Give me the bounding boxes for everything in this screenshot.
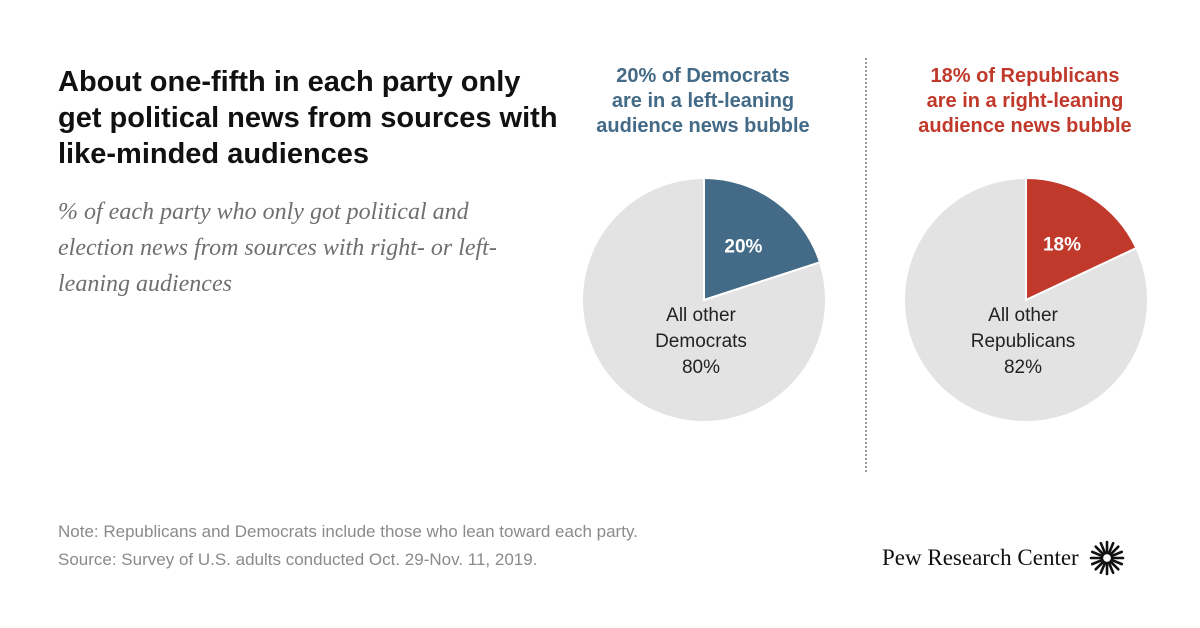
note-text: Note: Republicans and Democrats include … xyxy=(58,522,638,541)
chart-title: About one-fifth in each party only get p… xyxy=(58,66,558,170)
pie-label-line: All other xyxy=(666,305,736,326)
pie-label-line: 80% xyxy=(682,357,720,378)
heading-line: 20% of Democrats xyxy=(616,65,790,87)
pie-label-line: All other xyxy=(988,305,1058,326)
pew-logo: Pew Research Center xyxy=(882,540,1125,576)
pie-slice-label-bubble: 18% xyxy=(1043,234,1081,255)
republicans-pie-heading: 18% of Republicans are in a right-leanin… xyxy=(875,64,1175,139)
dotted-divider xyxy=(865,58,867,472)
chart-subtitle: % of each party who only got political a… xyxy=(58,199,497,297)
pie-slice-label-other: All other Democrats 80% xyxy=(655,305,747,378)
pie-slice-label-bubble: 20% xyxy=(724,237,762,258)
pie-slice-label-other: All other Republicans 82% xyxy=(971,305,1076,378)
heading-line: are in a right-leaning xyxy=(926,90,1124,112)
pie-slice-other xyxy=(581,176,827,423)
republicans-pie-chart: 18% All other Republicans 82% xyxy=(903,176,1149,423)
heading-line: audience news bubble xyxy=(918,115,1132,137)
sunburst-icon xyxy=(1089,540,1125,576)
democrats-pie-heading: 20% of Democrats are in a left-leaning a… xyxy=(553,64,853,139)
heading-line: audience news bubble xyxy=(596,115,810,137)
logo-text: Pew Research Center xyxy=(882,545,1079,570)
source-text: Source: Survey of U.S. adults conducted … xyxy=(58,550,538,569)
heading-line: 18% of Republicans xyxy=(930,65,1120,87)
democrats-pie-chart: 20% All other Democrats 80% xyxy=(581,176,827,423)
footnote: Note: Republicans and Democrats include … xyxy=(58,518,638,574)
pie-slice-bubble xyxy=(703,176,822,302)
pie-label-line: Republicans xyxy=(971,331,1076,352)
pie-label-line: 82% xyxy=(1004,357,1042,378)
pie-slice-other xyxy=(903,176,1149,423)
heading-line: are in a left-leaning xyxy=(611,90,795,112)
pie-slice-bubble xyxy=(1025,176,1138,302)
pie-label-line: Democrats xyxy=(655,331,747,352)
